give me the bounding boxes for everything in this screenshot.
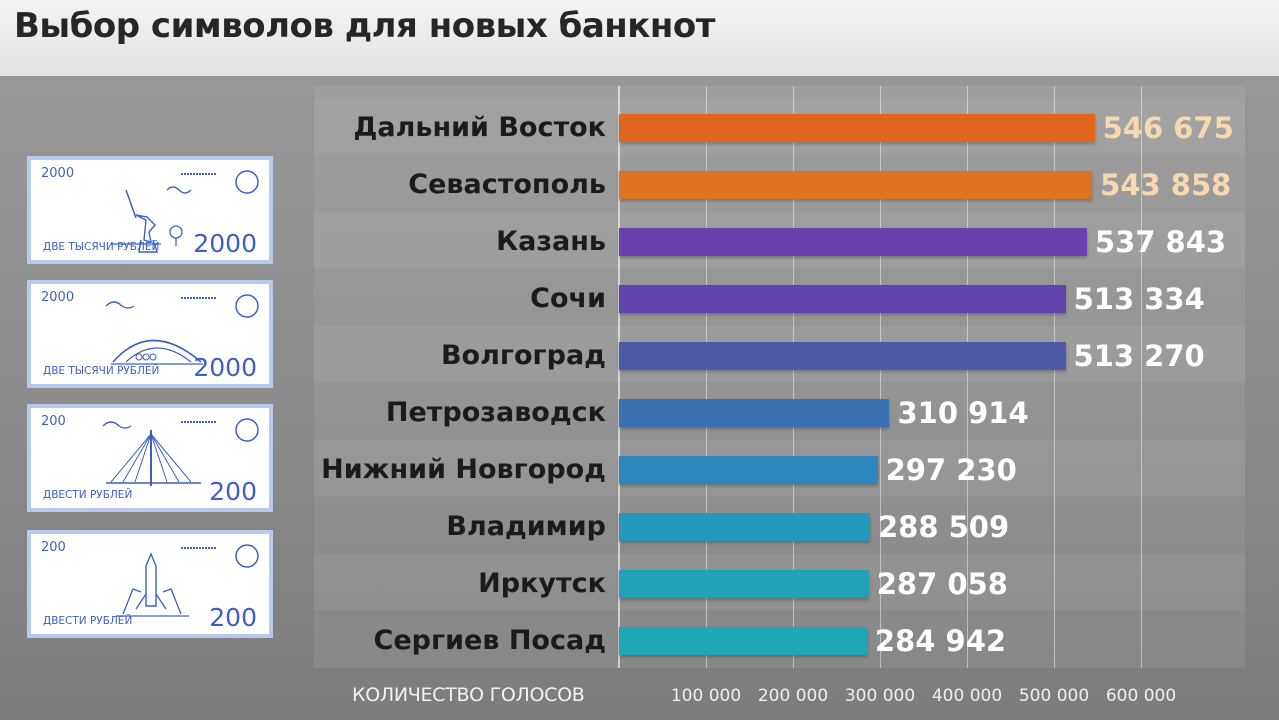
banknote-corner-value: 200 xyxy=(41,414,66,429)
grid-line xyxy=(793,86,794,668)
category-label: Владимир xyxy=(446,511,606,542)
banknote-image: 2000 ДВЕ ТЫСЯЧИ РУБЛЕЙ 2000 xyxy=(27,280,273,388)
monument-icon xyxy=(111,170,259,253)
banknote-corner-value: 2000 xyxy=(41,166,75,181)
banknote-corner-value: 200 xyxy=(41,540,66,555)
x-tick-label: 100 000 xyxy=(670,686,742,706)
bar xyxy=(619,171,1093,199)
data-label: 284 942 xyxy=(874,624,1007,658)
category-label: Дальний Восток xyxy=(353,112,606,143)
data-label: 513 334 xyxy=(1073,282,1205,316)
banknote-image: 2000 ДВЕ ТЫСЯЧИ РУБЛЕЙ 2000 xyxy=(27,156,273,264)
data-label: 310 914 xyxy=(897,396,1029,430)
x-tick-label: 600 000 xyxy=(1105,686,1177,706)
banknote-denomination: 2000 xyxy=(193,353,257,382)
banknote-image: 200 ДВЕСТИ РУБЛЕЙ 200 xyxy=(27,404,273,512)
bar xyxy=(619,228,1087,256)
banknote-denomination: 200 xyxy=(209,603,257,632)
banknote-caption: ДВЕСТИ РУБЛЕЙ xyxy=(43,615,133,627)
x-axis-title: КОЛИЧЕСТВО ГОЛОСОВ xyxy=(352,684,585,706)
x-axis-baseline xyxy=(618,86,620,668)
bar xyxy=(619,513,870,541)
banknote-denomination: 200 xyxy=(209,477,257,506)
category-label: Нижний Новгород xyxy=(321,454,606,485)
grid-line xyxy=(880,86,881,668)
category-label: Сергиев Посад xyxy=(373,625,606,656)
banknote-caption: ДВЕ ТЫСЯЧИ РУБЛЕЙ xyxy=(43,365,160,377)
data-label: 543 858 xyxy=(1100,168,1232,202)
banknote-corner-value: 2000 xyxy=(41,290,75,305)
banknote-caption: ДВЕ ТЫСЯЧИ РУБЛЕЙ xyxy=(43,241,160,253)
category-label: Севастополь xyxy=(408,169,606,200)
rocket-icon xyxy=(116,544,259,617)
data-label: 288 509 xyxy=(878,510,1010,544)
data-label: 546 675 xyxy=(1102,111,1234,145)
data-label: 513 270 xyxy=(1073,339,1205,373)
bar xyxy=(619,570,869,598)
data-label: 287 058 xyxy=(876,567,1008,601)
category-label: Казань xyxy=(496,226,606,257)
banknote-caption: ДВЕСТИ РУБЛЕЙ xyxy=(43,489,133,501)
x-tick-label: 400 000 xyxy=(931,686,1003,706)
banknote-image: 200 ДВЕСТИ РУБЛЕЙ 200 xyxy=(27,530,273,638)
bar xyxy=(619,399,890,427)
data-label: 537 843 xyxy=(1094,225,1227,259)
stadium-icon xyxy=(105,294,259,365)
category-label: Иркутск xyxy=(478,568,606,599)
grid-line xyxy=(706,86,707,668)
data-label: 297 230 xyxy=(885,453,1017,487)
bar xyxy=(619,114,1095,142)
bar xyxy=(619,456,878,484)
grid-line xyxy=(967,86,968,668)
banknote-denomination: 2000 xyxy=(193,229,257,258)
category-label: Петрозаводск xyxy=(385,397,606,428)
page-title: Выбор символов для новых банкнот xyxy=(14,6,715,46)
x-tick-label: 500 000 xyxy=(1018,686,1090,706)
bar xyxy=(619,285,1066,313)
category-label: Волгоград xyxy=(440,340,606,371)
x-tick-label: 200 000 xyxy=(757,686,829,706)
bar xyxy=(619,627,867,655)
x-tick-label: 300 000 xyxy=(844,686,916,706)
bar xyxy=(619,342,1066,370)
grid-line xyxy=(1054,86,1055,668)
grid-line xyxy=(1141,86,1142,668)
header: Выбор символов для новых банкнот xyxy=(0,0,1279,76)
category-label: Сочи xyxy=(530,283,606,314)
bridge-icon xyxy=(102,418,259,486)
